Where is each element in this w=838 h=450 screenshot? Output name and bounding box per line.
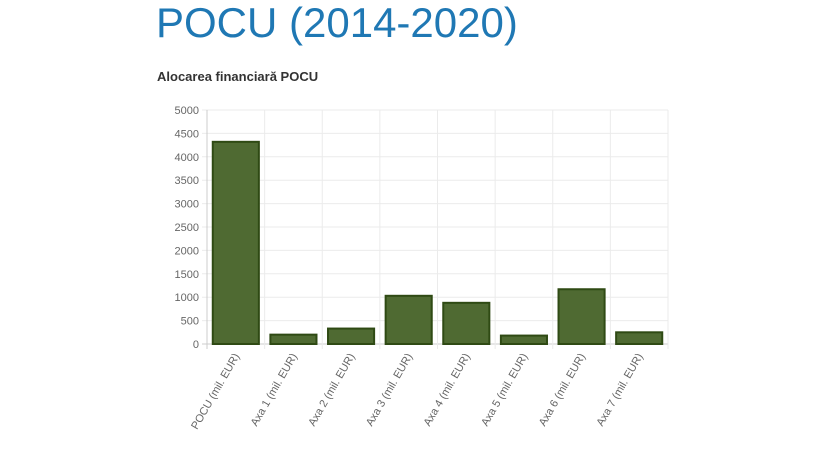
bar-5 xyxy=(442,301,491,346)
y-tick-label: 2500 xyxy=(175,222,199,234)
bar-2 xyxy=(269,333,318,346)
x-category-label: Axa 2 (mil. EUR) xyxy=(306,352,357,429)
chart-title: Alocarea financiară POCU xyxy=(157,69,319,84)
x-category-label: POCU (mil. EUR) xyxy=(189,352,242,432)
y-tick-label: 2000 xyxy=(175,245,199,257)
y-tick-label: 3500 xyxy=(175,175,199,187)
bar-7 xyxy=(557,288,606,345)
x-category-label: Axa 3 (mil. EUR) xyxy=(364,352,415,429)
x-category-label: Axa 7 (mil. EUR) xyxy=(594,352,645,429)
y-tick-label: 500 xyxy=(181,316,199,328)
bar-4 xyxy=(384,294,433,345)
grid-layer xyxy=(202,109,669,349)
x-category-label: Axa 1 (mil. EUR) xyxy=(249,352,300,429)
y-tick-label: 3000 xyxy=(175,199,199,211)
y-tick-label: 4500 xyxy=(175,128,199,140)
bar-3 xyxy=(327,327,376,345)
bar-8 xyxy=(615,331,664,345)
x-category-label: Axa 5 (mil. EUR) xyxy=(479,352,530,429)
y-tick-label: 4000 xyxy=(175,152,199,164)
y-tick-label: 5000 xyxy=(175,105,199,117)
page-title: POCU (2014-2020) xyxy=(156,0,518,46)
y-tick-label: 1500 xyxy=(175,269,199,281)
bar-layer xyxy=(211,140,664,346)
x-category-label: Axa 6 (mil. EUR) xyxy=(537,352,588,429)
y-tick-label: 1000 xyxy=(175,292,199,304)
bar-6 xyxy=(499,334,548,345)
x-category-label: Axa 4 (mil. EUR) xyxy=(422,352,473,429)
y-tick-label: 0 xyxy=(193,339,199,351)
bar-1 xyxy=(211,140,260,345)
